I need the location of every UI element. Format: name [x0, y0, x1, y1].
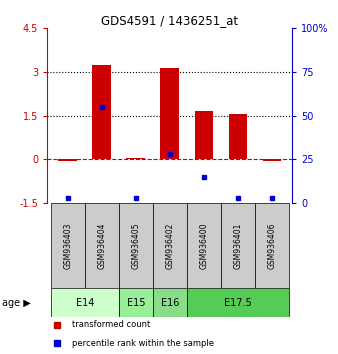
Bar [51, 289, 119, 318]
Text: GSM936403: GSM936403 [63, 222, 72, 269]
Bar [221, 203, 255, 289]
Text: GSM936406: GSM936406 [267, 222, 276, 269]
Bar [51, 203, 85, 289]
Text: GSM936401: GSM936401 [234, 222, 242, 269]
Title: GDS4591 / 1436251_at: GDS4591 / 1436251_at [101, 14, 238, 27]
Bar [58, 159, 77, 161]
Text: GSM936400: GSM936400 [199, 222, 209, 269]
Bar [126, 158, 145, 159]
Bar [153, 289, 187, 318]
Bar [161, 68, 179, 159]
Bar [153, 203, 187, 289]
Bar [228, 114, 247, 159]
Text: GSM936402: GSM936402 [165, 222, 174, 269]
Text: percentile rank within the sample: percentile rank within the sample [72, 339, 214, 348]
Text: transformed count: transformed count [72, 320, 150, 329]
Text: age ▶: age ▶ [2, 298, 30, 308]
Text: GSM936404: GSM936404 [97, 222, 106, 269]
Bar [119, 203, 153, 289]
Text: E16: E16 [161, 298, 179, 308]
Bar [187, 289, 289, 318]
Text: E17.5: E17.5 [224, 298, 252, 308]
Bar [255, 203, 289, 289]
Bar [195, 111, 213, 159]
Text: E15: E15 [126, 298, 145, 308]
Bar [187, 203, 221, 289]
Bar [85, 203, 119, 289]
Bar [92, 65, 111, 159]
Text: E14: E14 [76, 298, 94, 308]
Bar [263, 159, 281, 161]
Text: GSM936405: GSM936405 [131, 222, 140, 269]
Bar [119, 289, 153, 318]
